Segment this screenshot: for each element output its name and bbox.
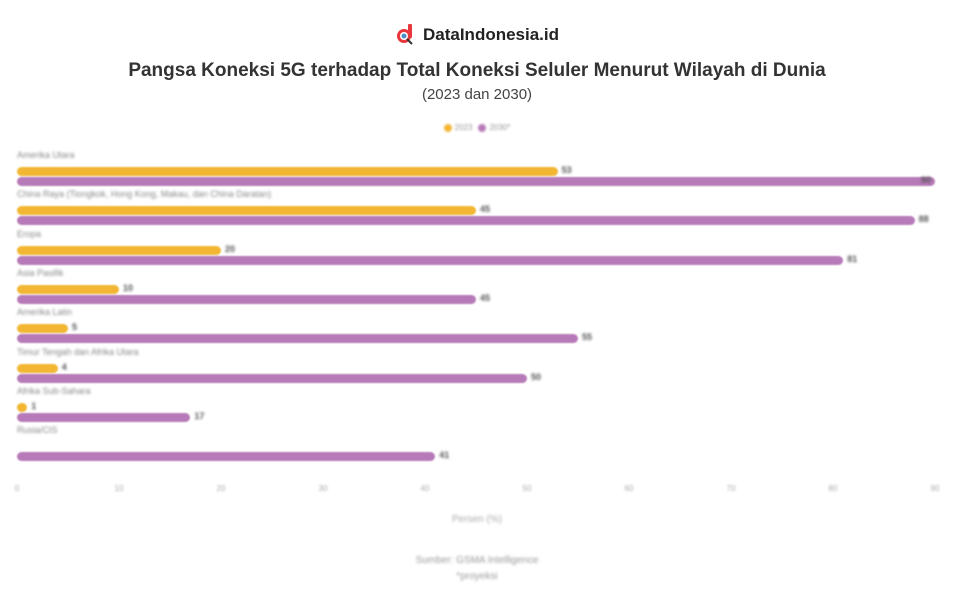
- bar-2023[interactable]: [17, 284, 119, 294]
- category-group: Amerika Utara 53 90: [17, 150, 935, 189]
- bar-2030[interactable]: [17, 177, 935, 186]
- chart-legend: 2023 2030*: [0, 123, 954, 132]
- bar-value-label: 1: [31, 400, 37, 411]
- bar-2030[interactable]: [17, 334, 578, 344]
- bar-2023[interactable]: [17, 245, 221, 255]
- category-group: Asia Pasifik 10 45: [17, 268, 935, 307]
- category-label: Timur Tengah dan Afrika Utara: [17, 346, 139, 357]
- plot-area: Amerika Utara 53 90 China Raya (Tiongkok, H…: [17, 150, 935, 470]
- bar-2030[interactable]: [17, 294, 476, 304]
- brand-name: DataIndonesia.id: [422, 25, 560, 44]
- bar-2030[interactable]: [17, 373, 527, 383]
- bar-2030[interactable]: [17, 412, 191, 422]
- bar-value-label: 41: [439, 450, 450, 461]
- source-note: Sumber: GSMA Intelligence *proyeksi: [0, 553, 954, 585]
- bar-value-label: 88: [918, 214, 929, 225]
- bar-2030[interactable]: [17, 216, 915, 226]
- bar-2023[interactable]: [17, 167, 558, 176]
- bar-value-label: 20: [225, 243, 236, 254]
- category-group: Timur Tengah dan Afrika Utara 4 50: [17, 347, 935, 386]
- x-tick-label: 50: [522, 484, 532, 493]
- category-group: Rusia/CIS 41: [17, 425, 935, 464]
- bar-2023[interactable]: [17, 206, 476, 216]
- x-tick-label: 90: [930, 484, 940, 493]
- x-tick-label: 60: [624, 484, 634, 493]
- category-label: Asia Pasifik: [17, 267, 64, 278]
- bar-2023[interactable]: [17, 402, 28, 412]
- bar-value-label: 81: [847, 253, 858, 264]
- category-label: China Raya (Tiongkok, Hong Kong, Makau, …: [17, 189, 272, 200]
- x-tick-label: 70: [726, 484, 736, 493]
- chart-subtitle: (2023 dan 2030): [421, 86, 533, 103]
- category-label: Amerika Utara: [17, 150, 75, 160]
- chart-title: Pangsa Koneksi 5G terhadap Total Koneksi…: [128, 60, 826, 81]
- bar-value-label: 53: [561, 165, 572, 175]
- bar-value-label: 90: [921, 175, 932, 185]
- bar-value-label: 55: [582, 332, 593, 343]
- legend-item-2023[interactable]: 2023: [443, 123, 473, 132]
- category-group: Amerika Latin 5 55: [17, 307, 935, 346]
- x-tick-label: 10: [114, 484, 124, 493]
- category-group: China Raya (Tiongkok, Hong Kong, Makau, …: [17, 189, 935, 228]
- bar-value-label: 10: [123, 282, 134, 293]
- x-tick-label: 20: [216, 484, 226, 493]
- category-label: Amerika Latin: [17, 307, 73, 318]
- legend-label: 2030*: [489, 123, 511, 132]
- brand-header: DataIndonesia.id: [0, 24, 954, 46]
- bar-value-label: 50: [531, 371, 542, 382]
- x-tick-label: 80: [828, 484, 838, 493]
- category-label: Eropa: [17, 228, 42, 239]
- bar-value-label: 45: [480, 204, 491, 215]
- bar-2030[interactable]: [17, 255, 844, 265]
- category-label: Rusia/CIS: [17, 425, 58, 436]
- x-tick-label: 0: [14, 484, 20, 493]
- category-group: Afrika Sub-Sahara 1 17: [17, 386, 935, 425]
- x-axis: 0 10 20 30 40 50 60 70 80 90: [14, 484, 940, 498]
- bar-value-label: 17: [194, 410, 205, 421]
- dataindonesia-logo-icon: [395, 24, 415, 46]
- category-group: Eropa 20 81: [17, 229, 935, 268]
- legend-dot-icon: [443, 123, 452, 132]
- projection-note: *proyeksi: [456, 571, 498, 582]
- legend-item-2030[interactable]: 2030*: [478, 123, 510, 132]
- bar-2023[interactable]: [17, 324, 68, 334]
- x-tick-label: 40: [420, 484, 430, 493]
- legend-label: 2023: [454, 123, 473, 132]
- legend-dot-icon: [478, 123, 487, 132]
- bar-2023[interactable]: [17, 363, 58, 373]
- source-text: Sumber: GSMA Intelligence: [415, 555, 539, 566]
- bar-value-label: 5: [72, 322, 78, 333]
- bar-2030[interactable]: [17, 452, 436, 462]
- x-tick-label: 30: [318, 484, 328, 493]
- category-label: Afrika Sub-Sahara: [17, 385, 91, 396]
- x-axis-label: Persen (%): [451, 514, 502, 525]
- bar-value-label: 4: [61, 361, 67, 372]
- bar-value-label: 45: [480, 292, 491, 303]
